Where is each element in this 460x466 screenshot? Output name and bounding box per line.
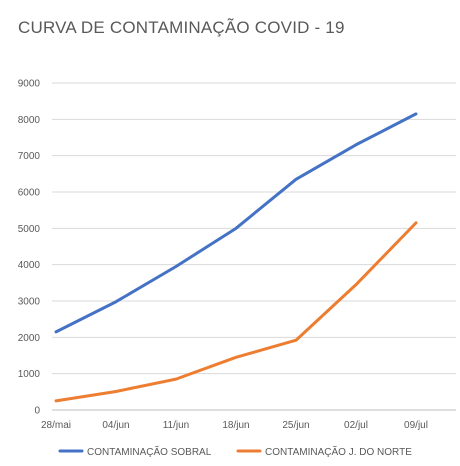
series-line-1 (54, 112, 418, 334)
x-tick-label: 11/jun (163, 420, 190, 431)
y-tick-label: 3000 (18, 297, 41, 308)
x-tick-label: 18/jun (222, 420, 249, 431)
y-tick-label: 6000 (18, 188, 41, 199)
x-tick-label: 09/jul (404, 420, 428, 431)
series-lines (54, 112, 418, 403)
y-tick-label: 2000 (18, 333, 41, 344)
legend: CONTAMINAÇÃO SOBRAL CONTAMINAÇÃO J. DO NO… (58, 445, 412, 458)
x-tick-label: 28/mai (41, 420, 71, 431)
legend-label: CONTAMINAÇÃO SOBRAL (87, 445, 212, 458)
chart-title: CURVA DE CONTAMINAÇÃO COVID - 19 (18, 18, 345, 37)
y-tick-label: 1000 (18, 369, 41, 380)
x-axis-ticks: 28/mai 04/jun 11/jun 18/jun 25/jun 02/jul 09/j… (41, 420, 428, 431)
y-axis-ticks: 0 1000 2000 3000 4000 5000 6000 7000 8000 9000 (18, 79, 41, 417)
gridlines (52, 82, 456, 411)
y-tick-label: 8000 (18, 115, 41, 126)
x-tick-label: 25/jun (282, 420, 309, 431)
y-tick-label: 7000 (18, 151, 41, 162)
y-tick-label: 4000 (18, 260, 41, 271)
x-tick-label: 02/jul (344, 420, 368, 431)
series-line-2 (54, 221, 418, 403)
legend-label: CONTAMINAÇÃO J. DO NORTE (265, 445, 412, 458)
x-tick-label: 04/jun (102, 420, 129, 431)
y-tick-label: 5000 (18, 224, 41, 235)
y-tick-label: 9000 (18, 79, 41, 90)
y-tick-label: 0 (34, 406, 40, 417)
